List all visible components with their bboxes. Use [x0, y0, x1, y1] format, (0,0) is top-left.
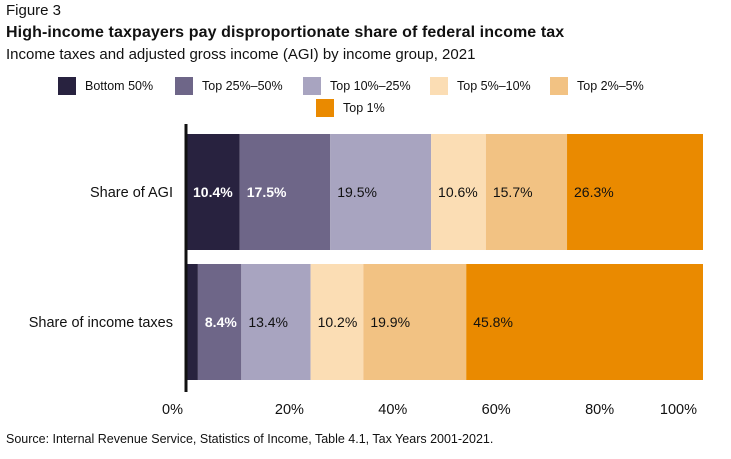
legend-label: Top 25%–50%: [202, 79, 283, 93]
data-label: 10.6%: [438, 184, 478, 200]
chart-subtitle: Income taxes and adjusted gross income (…: [6, 46, 476, 63]
legend-label: Bottom 50%: [85, 79, 154, 93]
legend-swatch: [316, 99, 334, 117]
chart-title: High-income taxpayers pay disproportiona…: [6, 24, 565, 41]
bar-segment: [330, 134, 432, 250]
legend-swatch: [58, 77, 76, 95]
x-tick-label: 20%: [275, 402, 304, 418]
data-label: 17.5%: [247, 184, 287, 200]
x-tick-label: 40%: [378, 402, 407, 418]
bar-segment: [431, 134, 486, 250]
category-label: Share of AGI: [90, 185, 173, 201]
legend-item-top-25-50: Top 25%–50%: [175, 77, 283, 95]
legend-swatch: [175, 77, 193, 95]
bar-segment: [197, 264, 242, 380]
data-label: 45.8%: [473, 314, 513, 330]
legend-label: Top 1%: [343, 101, 385, 115]
data-label: 13.4%: [248, 314, 288, 330]
source-note: Source: Internal Revenue Service, Statis…: [6, 432, 494, 446]
data-label: 19.5%: [337, 184, 377, 200]
figure-label: Figure 3: [6, 2, 62, 19]
bar-segment: [186, 134, 240, 250]
bar-segment: [241, 264, 311, 380]
data-label: 8.4%: [205, 314, 237, 330]
data-label: 19.9%: [370, 314, 410, 330]
legend-swatch: [303, 77, 321, 95]
legend-label: Top 5%–10%: [457, 79, 531, 93]
x-tick-label: 0%: [162, 402, 183, 418]
x-tick-label: 60%: [482, 402, 511, 418]
legend-item-top-2-5: Top 2%–5%: [550, 77, 644, 95]
x-tick-label: 100%: [660, 402, 697, 418]
data-label: 26.3%: [574, 184, 614, 200]
bar-segment: [466, 264, 703, 380]
x-tick-label: 80%: [585, 402, 614, 418]
legend-label: Top 2%–5%: [577, 79, 644, 93]
bar-segment: [186, 264, 198, 380]
legend-swatch: [550, 77, 568, 95]
legend-item-bottom-50: Bottom 50%: [58, 77, 153, 95]
legend-item-top-5-10: Top 5%–10%: [430, 77, 531, 95]
bar-segment: [363, 264, 467, 380]
data-label: 10.2%: [318, 314, 358, 330]
data-label: 10.4%: [193, 184, 233, 200]
legend-label: Top 10%–25%: [330, 79, 411, 93]
legend-item-top-1: Top 1%: [316, 99, 385, 117]
bar-segment: [485, 134, 568, 250]
bar-segment: [567, 134, 703, 250]
data-label: 15.7%: [493, 184, 533, 200]
legend-item-top-10-25: Top 10%–25%: [303, 77, 411, 95]
bar-segment: [239, 134, 331, 250]
legend-swatch: [430, 77, 448, 95]
category-label: Share of income taxes: [29, 315, 173, 331]
bar-segment: [310, 264, 364, 380]
